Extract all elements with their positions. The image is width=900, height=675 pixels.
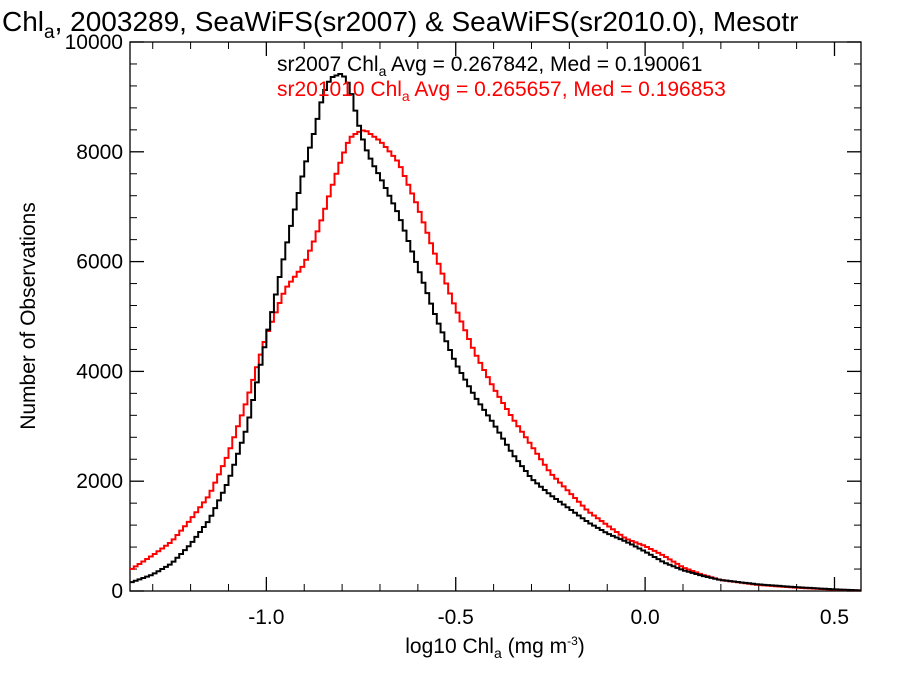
y-axis-label: Number of Observations	[17, 202, 40, 430]
y-tick-label: 6000	[76, 251, 123, 274]
chart-title-prefix: Chl	[2, 6, 44, 37]
series-line-sr201010	[130, 129, 861, 592]
y-tick-label: 2000	[76, 470, 123, 493]
legend-sr2007-subscript: a	[379, 63, 387, 79]
y-tick-label: 10000	[65, 31, 123, 54]
x-axis-label-subscript: a	[494, 645, 502, 661]
legend-sr201010-prefix: sr201010 Chl	[277, 78, 402, 101]
x-tick-label: -0.5	[438, 606, 474, 629]
x-axis-label-suffix: )	[578, 635, 585, 658]
x-axis-label-superscript: -3	[567, 634, 578, 648]
y-tick-label: 8000	[76, 141, 123, 164]
series-line-sr2007	[130, 73, 861, 592]
legend-sr201010-text: Avg = 0.265657, Med = 0.196853	[410, 78, 726, 101]
legend-sr2007-text: Avg = 0.267842, Med = 0.190061	[386, 53, 702, 76]
x-axis-label: log10 Chla (mg m-3)	[405, 634, 585, 661]
legend-entry-sr2007: sr2007 Chla Avg = 0.267842, Med = 0.1900…	[277, 53, 702, 79]
series-layer	[130, 73, 861, 592]
x-tick-label: 0.0	[631, 606, 660, 629]
x-axis-label-prefix: log10 Chl	[405, 635, 494, 658]
chart-title-subscript: a	[44, 22, 55, 43]
y-tick-label: 0	[111, 580, 123, 603]
x-tick-label: 0.5	[820, 606, 849, 629]
chart-title-rest: , 2003289, SeaWiFS(sr2007) & SeaWiFS(sr2…	[55, 6, 799, 37]
y-tick-label: 4000	[76, 360, 123, 383]
legend-sr2007-prefix: sr2007 Chl	[277, 53, 379, 76]
axis-ticks: 0 2000 4000 6000 8000 10000 -1.0 -0.5 0.0 0.5	[65, 31, 861, 629]
plot-frame	[129, 41, 862, 592]
x-axis-label-mid: (mg m	[502, 635, 567, 658]
legend-sr201010-subscript: a	[402, 88, 410, 104]
chart-title: Chla, 2003289, SeaWiFS(sr2007) & SeaWiFS…	[2, 6, 798, 43]
x-tick-label: -1.0	[248, 606, 284, 629]
legend-entry-sr201010: sr201010 Chla Avg = 0.265657, Med = 0.19…	[277, 78, 726, 104]
